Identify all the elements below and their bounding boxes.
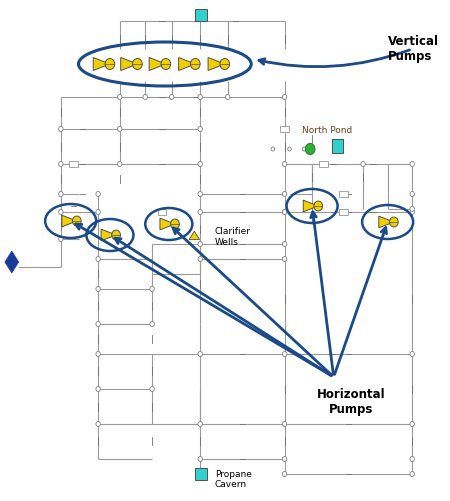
Circle shape bbox=[305, 144, 315, 155]
Text: Propane
Cavern: Propane Cavern bbox=[215, 469, 252, 488]
Circle shape bbox=[271, 148, 274, 152]
Circle shape bbox=[112, 230, 121, 240]
Circle shape bbox=[58, 127, 63, 132]
Circle shape bbox=[198, 471, 202, 476]
Circle shape bbox=[390, 217, 398, 227]
Circle shape bbox=[96, 257, 100, 262]
Circle shape bbox=[96, 352, 100, 357]
Polygon shape bbox=[101, 229, 116, 241]
Bar bbox=[320, 162, 328, 167]
Polygon shape bbox=[121, 59, 137, 71]
Circle shape bbox=[198, 257, 202, 262]
Polygon shape bbox=[208, 59, 225, 71]
Circle shape bbox=[161, 60, 171, 70]
Circle shape bbox=[283, 192, 287, 197]
Circle shape bbox=[117, 162, 122, 167]
Polygon shape bbox=[5, 252, 18, 274]
Circle shape bbox=[361, 162, 365, 167]
Circle shape bbox=[58, 237, 63, 242]
Circle shape bbox=[410, 207, 414, 212]
Circle shape bbox=[170, 95, 174, 100]
Circle shape bbox=[302, 148, 306, 152]
Circle shape bbox=[117, 127, 122, 132]
Circle shape bbox=[410, 456, 414, 461]
Text: Clarifier
Wells: Clarifier Wells bbox=[215, 227, 251, 246]
Circle shape bbox=[198, 210, 202, 215]
Circle shape bbox=[96, 210, 100, 215]
Circle shape bbox=[410, 210, 414, 215]
Circle shape bbox=[283, 210, 287, 215]
Circle shape bbox=[190, 60, 200, 70]
Circle shape bbox=[105, 60, 115, 70]
Bar bbox=[158, 210, 166, 215]
Text: North Pond: North Pond bbox=[302, 126, 352, 135]
Circle shape bbox=[58, 162, 63, 167]
Polygon shape bbox=[379, 217, 394, 228]
Circle shape bbox=[283, 422, 287, 427]
Polygon shape bbox=[179, 59, 195, 71]
Circle shape bbox=[283, 162, 287, 167]
Circle shape bbox=[283, 210, 287, 215]
Bar bbox=[332, 140, 343, 154]
Circle shape bbox=[117, 95, 122, 100]
Text: Horizontal
Pumps: Horizontal Pumps bbox=[317, 387, 386, 415]
Circle shape bbox=[72, 216, 81, 226]
Circle shape bbox=[150, 387, 154, 392]
Circle shape bbox=[410, 352, 414, 357]
Circle shape bbox=[314, 201, 323, 211]
Circle shape bbox=[283, 257, 287, 262]
Circle shape bbox=[198, 352, 202, 357]
Circle shape bbox=[198, 422, 202, 427]
Polygon shape bbox=[160, 219, 175, 230]
Polygon shape bbox=[93, 59, 110, 71]
Circle shape bbox=[198, 127, 202, 132]
Circle shape bbox=[283, 352, 287, 357]
Bar bbox=[195, 468, 207, 480]
Polygon shape bbox=[189, 232, 200, 240]
Circle shape bbox=[410, 422, 414, 427]
Circle shape bbox=[198, 456, 202, 461]
Bar bbox=[339, 210, 348, 215]
Polygon shape bbox=[149, 59, 166, 71]
Circle shape bbox=[133, 60, 142, 70]
Circle shape bbox=[58, 210, 63, 215]
Circle shape bbox=[283, 471, 287, 476]
Circle shape bbox=[96, 192, 100, 197]
Circle shape bbox=[198, 242, 202, 247]
Circle shape bbox=[171, 219, 180, 229]
Circle shape bbox=[96, 287, 100, 292]
Circle shape bbox=[150, 287, 154, 292]
Circle shape bbox=[198, 95, 202, 100]
Polygon shape bbox=[303, 201, 318, 212]
Circle shape bbox=[150, 322, 154, 327]
Bar bbox=[69, 162, 78, 167]
Circle shape bbox=[96, 387, 100, 392]
Circle shape bbox=[96, 422, 100, 427]
Circle shape bbox=[288, 148, 291, 152]
Circle shape bbox=[58, 192, 63, 197]
Circle shape bbox=[143, 95, 148, 100]
Circle shape bbox=[96, 322, 100, 327]
Text: Vertical
Pumps: Vertical Pumps bbox=[387, 35, 439, 63]
Circle shape bbox=[410, 192, 414, 197]
Bar bbox=[339, 192, 348, 197]
Circle shape bbox=[283, 95, 287, 100]
Circle shape bbox=[410, 162, 414, 167]
Bar bbox=[195, 10, 207, 22]
Polygon shape bbox=[62, 216, 77, 227]
Circle shape bbox=[220, 60, 230, 70]
Circle shape bbox=[198, 192, 202, 197]
Bar bbox=[280, 127, 289, 132]
Circle shape bbox=[225, 95, 230, 100]
Circle shape bbox=[283, 456, 287, 461]
Circle shape bbox=[198, 162, 202, 167]
Circle shape bbox=[410, 471, 414, 476]
Circle shape bbox=[283, 242, 287, 247]
